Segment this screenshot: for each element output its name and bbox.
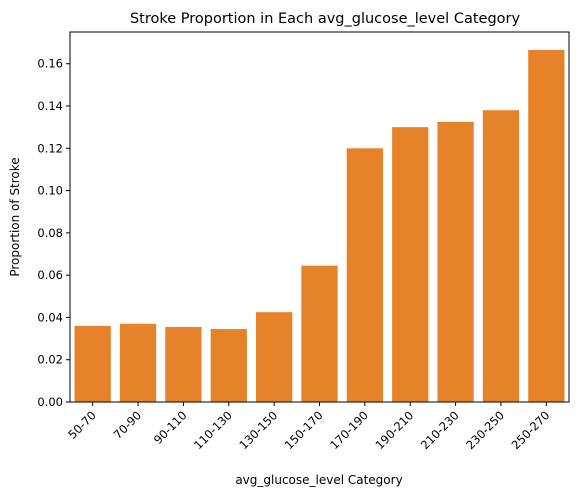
x-axis-ticks: 50-70 70-90 90-110 110-130 130-150 150-170 170… (65, 402, 552, 452)
bars-group (74, 49, 565, 403)
bar-250-270 (528, 49, 565, 402)
y-axis-ticks: 0.00 0.02 0.04 0.06 0.08 0.10 0.12 0.14 0.16 (37, 57, 70, 409)
bar-130-150 (255, 312, 293, 402)
x-tick-label: 150-170 (282, 408, 326, 452)
x-tick-label: 110-130 (191, 408, 235, 452)
bar-110-130 (210, 329, 247, 402)
x-tick-label: 50-70 (65, 408, 99, 442)
bar-210-230 (437, 121, 474, 402)
x-tick-label: 190-210 (372, 408, 416, 452)
y-tick-label: 0.14 (37, 99, 63, 113)
x-tick-label: 70-90 (111, 408, 145, 442)
y-axis-label: Proportion of Stroke (8, 157, 22, 276)
bar-50-70 (74, 325, 111, 402)
x-tick-label: 250-270 (509, 408, 553, 452)
chart-title: Stroke Proportion in Each avg_glucose_le… (130, 11, 521, 27)
bar-230-250 (482, 110, 520, 402)
x-axis-label: avg_glucose_level Category (235, 473, 402, 487)
plot-frame (69, 31, 570, 403)
x-tick-label: 230-250 (463, 408, 507, 452)
bar-150-170 (301, 265, 338, 402)
y-tick-label: 0.04 (37, 310, 63, 324)
y-tick-label: 0.08 (37, 226, 63, 240)
y-tick-label: 0.12 (37, 141, 63, 155)
y-tick-label: 0.02 (37, 353, 63, 367)
x-tick-label: 170-190 (327, 408, 371, 452)
bar-70-90 (119, 323, 157, 402)
y-tick-label: 0.00 (37, 395, 63, 409)
x-tick-label: 90-110 (151, 408, 190, 447)
y-tick-label: 0.06 (37, 268, 63, 282)
x-tick-label: 210-230 (418, 408, 462, 452)
bar-90-110 (165, 326, 202, 402)
bar-170-190 (346, 148, 384, 402)
x-tick-label: 130-150 (236, 408, 280, 452)
bar-190-210 (392, 127, 429, 403)
y-tick-label: 0.10 (37, 184, 63, 198)
y-tick-label: 0.16 (37, 57, 63, 71)
